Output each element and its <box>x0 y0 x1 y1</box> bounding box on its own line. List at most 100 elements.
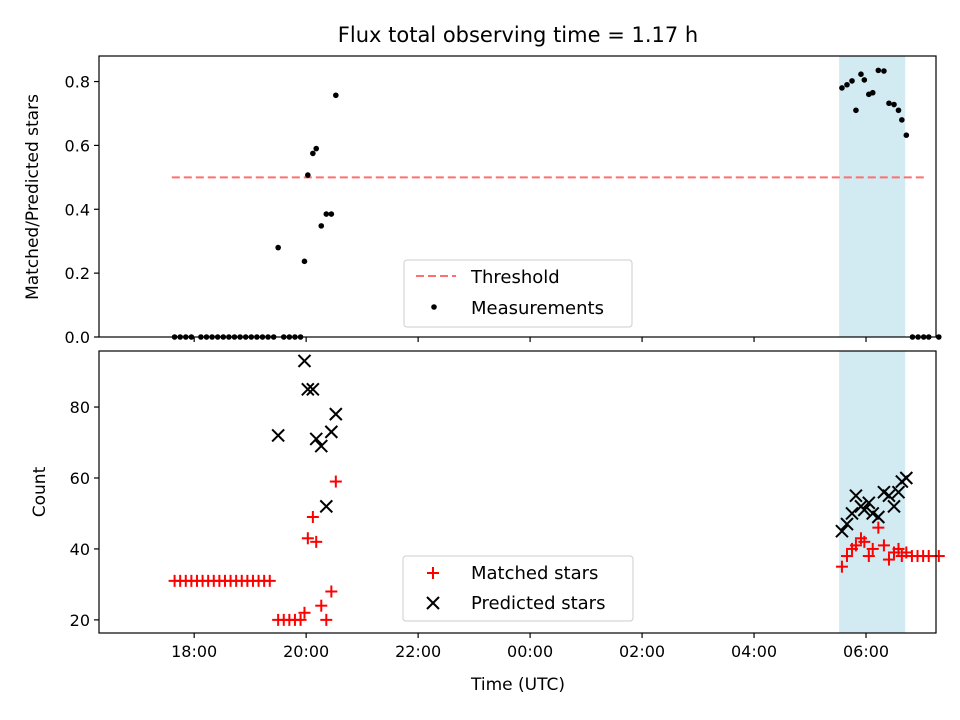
measurements-point <box>861 77 868 83</box>
predicted-stars-point <box>891 485 906 499</box>
measurements-point <box>881 68 887 74</box>
matched-stars-point <box>301 532 314 545</box>
bottom-plot-frame <box>98 350 937 634</box>
measurements-point <box>853 107 859 114</box>
predicted-stars-point <box>887 499 901 514</box>
y-tick-label: 0.6 <box>65 136 90 155</box>
matched-stars-point <box>849 539 862 552</box>
highlight-span <box>839 56 906 337</box>
predicted-legend-swatch <box>426 596 440 610</box>
x-tick-label: 04:00 <box>731 642 777 661</box>
bottom-legend: Matched stars Predicted stars <box>402 555 634 622</box>
predicted-stars-point <box>899 471 914 485</box>
matched-stars-point <box>315 599 328 612</box>
predicted-stars-point <box>845 506 859 521</box>
matched-stars-point <box>858 535 871 548</box>
measurements-point <box>844 81 850 88</box>
matched-stars-point <box>892 542 905 555</box>
measurements-point <box>903 132 910 138</box>
predicted-stars-point <box>329 407 343 421</box>
y-tick-label: 0.0 <box>65 328 90 347</box>
matched-stars-point <box>306 511 319 524</box>
measurements-point <box>839 85 845 91</box>
threshold-legend-label: Threshold <box>470 267 560 288</box>
measurements-point <box>318 223 325 229</box>
measurements-point <box>899 117 905 123</box>
y-tick-label: 0.8 <box>65 73 90 92</box>
measurements-point <box>323 211 330 217</box>
x-axis-label: Time (UTC) <box>470 675 565 695</box>
predicted-stars-point <box>871 510 886 524</box>
x-tick-label: 02:00 <box>619 642 665 661</box>
predicted-stars-point <box>849 489 863 503</box>
matched-stars-point <box>862 550 875 563</box>
measurements-point <box>275 244 281 251</box>
x-tick-label: 06:00 <box>843 642 889 661</box>
measurements-point <box>891 101 897 108</box>
y-tick-label: 40 <box>70 540 90 559</box>
y-tick-label: 80 <box>70 398 90 417</box>
matched-stars-point <box>932 550 945 563</box>
measurements-point <box>858 71 864 78</box>
matched-stars-point <box>877 539 890 552</box>
bottom-panel: 20 40 60 80 18:00 20:00 22:00 00:00 02:00 04:00 0… <box>30 350 945 695</box>
x-tick-label: 18:00 <box>171 642 217 661</box>
y-tick-label: 0.4 <box>65 200 90 219</box>
predicted-stars-point <box>857 503 872 517</box>
matched-stars-point <box>298 606 311 619</box>
matched-stars-point <box>329 475 342 488</box>
measurements-legend-label: Measurements <box>471 298 604 319</box>
measurements-point <box>313 145 320 152</box>
top-ylabel: Matched/Predicted stars <box>23 94 43 300</box>
measurements-legend-swatch <box>431 304 437 310</box>
measurements-point <box>849 78 855 84</box>
matched-stars-point <box>310 535 323 548</box>
matched-stars-point <box>882 553 895 566</box>
matched-stars-point <box>294 613 307 626</box>
matched-stars-point <box>835 560 848 573</box>
y-tick-label: 20 <box>70 611 90 630</box>
predicted-stars-point <box>309 432 323 446</box>
top-legend-box <box>403 259 633 328</box>
top-plot-frame <box>98 55 937 338</box>
predicted-stars-point <box>306 382 320 397</box>
predicted-stars-point <box>301 382 315 397</box>
measurements-point <box>886 100 892 107</box>
matched-stars-point <box>320 613 333 626</box>
measurements-point <box>935 334 942 340</box>
matched-legend-label: Matched stars <box>471 563 598 584</box>
y-tick-label: 60 <box>70 469 90 488</box>
predicted-stars-point <box>835 524 849 538</box>
x-tick-label: 22:00 <box>395 642 441 661</box>
matched-stars-point <box>263 574 276 587</box>
measurements-point <box>305 172 311 178</box>
measurements-point <box>301 258 308 265</box>
highlight-span <box>839 351 906 633</box>
chart-title: Flux total observing time = 1.17 h <box>338 23 698 47</box>
predicted-stars-point <box>840 517 854 531</box>
x-tick-label: 20:00 <box>283 642 329 661</box>
bottom-legend-box <box>402 555 634 622</box>
measurements-point <box>333 92 339 99</box>
matched-stars-point <box>840 550 853 563</box>
matched-legend-swatch <box>427 567 439 579</box>
predicted-stars-point <box>314 439 328 453</box>
matched-stars-point <box>872 521 885 534</box>
predicted-stars-point <box>297 354 312 368</box>
matched-stars-point <box>325 585 338 598</box>
measurements-point <box>895 107 902 114</box>
measurements-point <box>869 89 876 96</box>
predicted-stars-point <box>319 499 334 514</box>
top-panel: 0.00.20.40.60.8 Matched/Predicted stars … <box>23 55 942 347</box>
measurements-point <box>310 150 316 157</box>
top-legend: Threshold Measurements <box>403 259 633 328</box>
predicted-stars-point <box>882 489 896 503</box>
predicted-stars-point <box>271 428 285 443</box>
predicted-legend-label: Predicted stars <box>471 593 605 614</box>
y-tick-label: 0.2 <box>65 264 90 283</box>
matched-stars-point <box>922 550 935 563</box>
measurements-point <box>328 211 335 217</box>
bottom-ylabel: Count <box>30 466 50 517</box>
x-tick-label: 00:00 <box>507 642 553 661</box>
